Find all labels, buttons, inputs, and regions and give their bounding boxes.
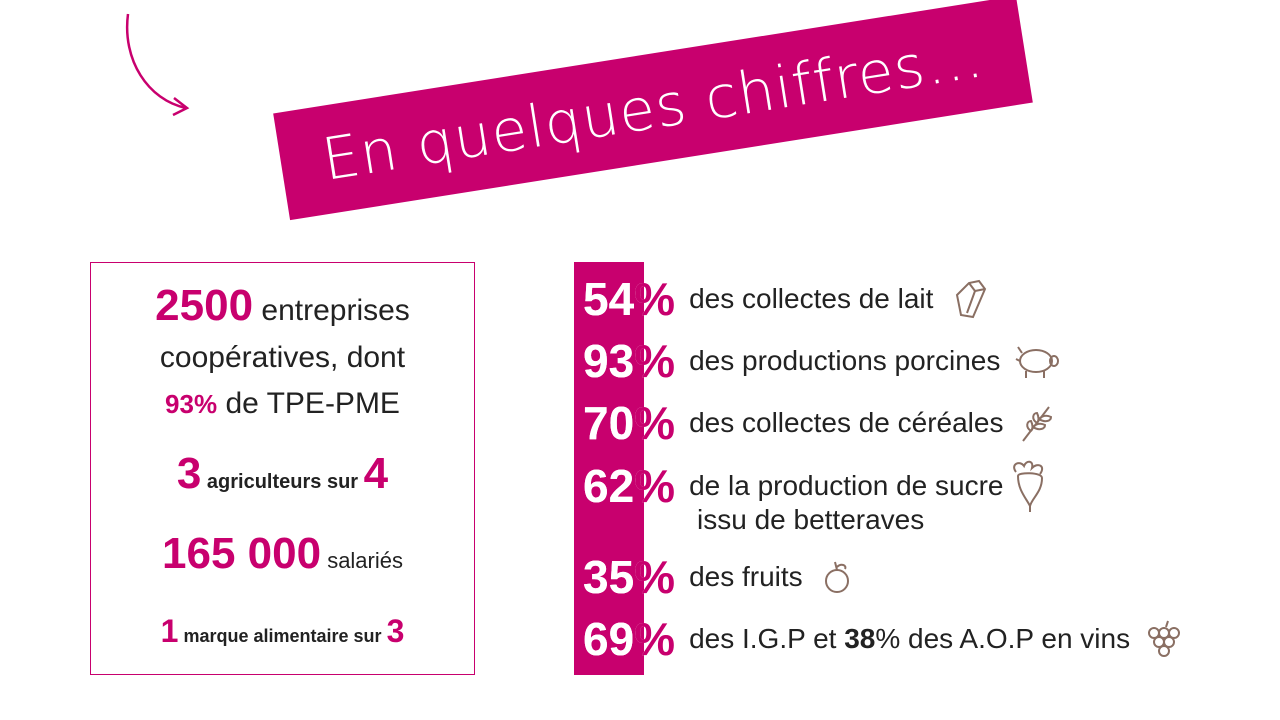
brands-label: marque alimentaire sur — [183, 626, 382, 646]
stat-row-wines: 69% des I.G.P et 38% des A.O.P en vins — [583, 612, 1184, 666]
summary-line-cooperatives: coopératives, dont — [91, 341, 474, 375]
stat-row-fruits: 35% des fruits — [583, 550, 853, 604]
stat-label-sugar-line2: issu de betteraves — [697, 504, 925, 535]
title-banner: En quelques chiffres… — [273, 0, 1033, 221]
farmers-den: 4 — [363, 449, 389, 498]
enterprises-label: entreprises — [261, 294, 410, 327]
summary-line-employees: 165 000 salariés — [91, 529, 474, 579]
tpe-label: de TPE-PME — [225, 387, 400, 420]
stat-row-milk: 54% des collectes de lait — [583, 272, 991, 326]
stat-row-pork: 93% des productions porcines — [583, 334, 1060, 388]
stat-label: de la production de sucre — [689, 470, 1004, 501]
beet-icon — [1008, 458, 1054, 514]
stat-percent: 69% — [583, 613, 676, 665]
wheat-icon — [1017, 401, 1057, 445]
grapes-icon — [1144, 617, 1184, 661]
stat-percent: 54% — [583, 273, 676, 325]
accent-bar — [574, 262, 644, 675]
stat-percent: 70% — [583, 397, 676, 449]
brands-den: 3 — [386, 613, 405, 649]
brands-num: 1 — [160, 613, 179, 649]
pig-icon — [1014, 341, 1060, 381]
fruit-icon — [821, 559, 853, 595]
enterprises-count: 2500 — [155, 281, 254, 330]
summary-box: 2500 entreprises coopératives, dont 93% … — [90, 262, 475, 675]
milk-carton-icon — [947, 277, 991, 321]
farmers-label: agriculteurs sur — [206, 471, 359, 493]
summary-line-farmers: 3 agriculteurs sur 4 — [91, 449, 474, 499]
employees-label: salariés — [327, 548, 403, 573]
summary-line-enterprises: 2500 entreprises — [91, 281, 474, 331]
stat-row-cereals: 70% des collectes de céréales — [583, 396, 1057, 450]
summary-line-brands: 1 marque alimentaire sur 3 — [91, 613, 474, 650]
stat-label: des collectes de lait — [689, 283, 934, 314]
cooperatives-label: coopératives, dont — [159, 341, 406, 374]
curved-arrow-icon — [125, 13, 190, 117]
employees-count: 165 000 — [162, 529, 322, 578]
stat-percent: 35% — [583, 551, 676, 603]
stat-percent: 93% — [583, 335, 676, 387]
stat-label: des productions porcines — [689, 345, 1001, 376]
stat-label: des collectes de céréales — [689, 407, 1004, 438]
stat-label: des I.G.P et 38% des A.O.P en vins — [689, 623, 1131, 654]
summary-line-tpe: 93% de TPE-PME — [91, 387, 474, 421]
stat-percent: 62% — [583, 460, 676, 512]
farmers-num: 3 — [176, 449, 202, 498]
stat-row-sugar: 62% de la production de sucre — [583, 458, 1054, 514]
stat-label: des fruits — [689, 561, 803, 592]
tpe-percent: 93% — [165, 389, 218, 419]
page-title: En quelques chiffres… — [317, 22, 989, 194]
